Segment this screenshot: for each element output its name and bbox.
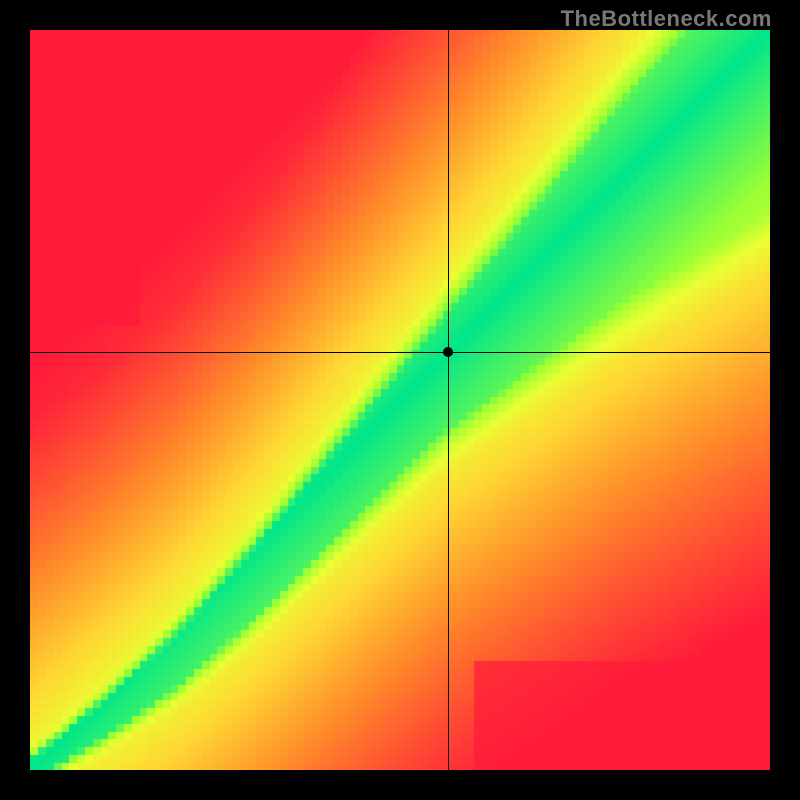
watermark-text: TheBottleneck.com (561, 6, 772, 32)
marker-dot (443, 347, 453, 357)
crosshair-horizontal (30, 352, 770, 353)
heatmap-canvas (30, 30, 770, 770)
crosshair-vertical (448, 30, 449, 770)
bottleneck-heatmap (30, 30, 770, 770)
